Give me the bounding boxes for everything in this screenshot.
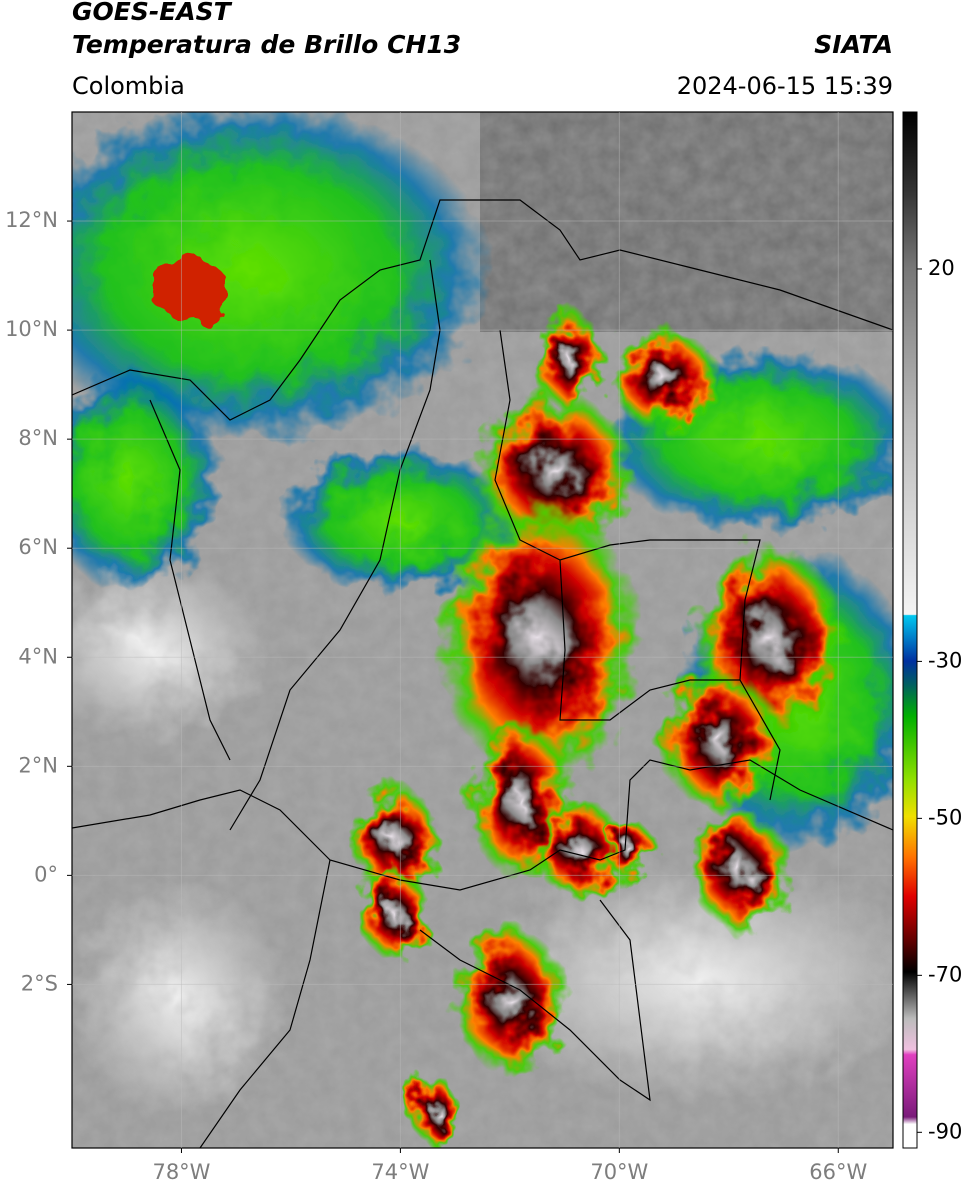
x-tick-label: 70°W <box>590 1160 648 1184</box>
y-tick-label: 8°N <box>18 426 58 450</box>
colorbar-tick-label: 20 <box>928 256 955 280</box>
map-frame <box>71 111 894 1149</box>
x-tick-label: 78°W <box>152 1160 210 1184</box>
x-tick-label: 66°W <box>809 1160 867 1184</box>
colorbar-tick-label: -50 <box>928 805 962 829</box>
colorbar-tick-label: -90 <box>928 1119 962 1143</box>
satellite-image <box>72 112 893 1148</box>
colorbar-tick-label: -70 <box>928 962 962 986</box>
y-tick-label: 12°N <box>5 208 58 232</box>
y-tick-label: 2°S <box>21 971 58 995</box>
x-tick-label: 74°W <box>371 1160 429 1184</box>
region: Colombia <box>72 72 185 100</box>
subtitle: Temperatura de Brillo CH13 <box>72 30 461 59</box>
y-tick-label: 0° <box>34 862 58 886</box>
datetime: 2024-06-15 15:39 <box>677 72 893 100</box>
source: SIATA <box>814 30 893 59</box>
y-tick-label: 4°N <box>18 644 58 668</box>
colorbar-tick-label: -30 <box>928 648 962 672</box>
y-tick-label: 10°N <box>5 317 58 341</box>
colorbar <box>902 111 918 1149</box>
title: GOES-EAST <box>72 0 233 26</box>
y-tick-label: 6°N <box>18 535 58 559</box>
y-tick-label: 2°N <box>18 753 58 777</box>
